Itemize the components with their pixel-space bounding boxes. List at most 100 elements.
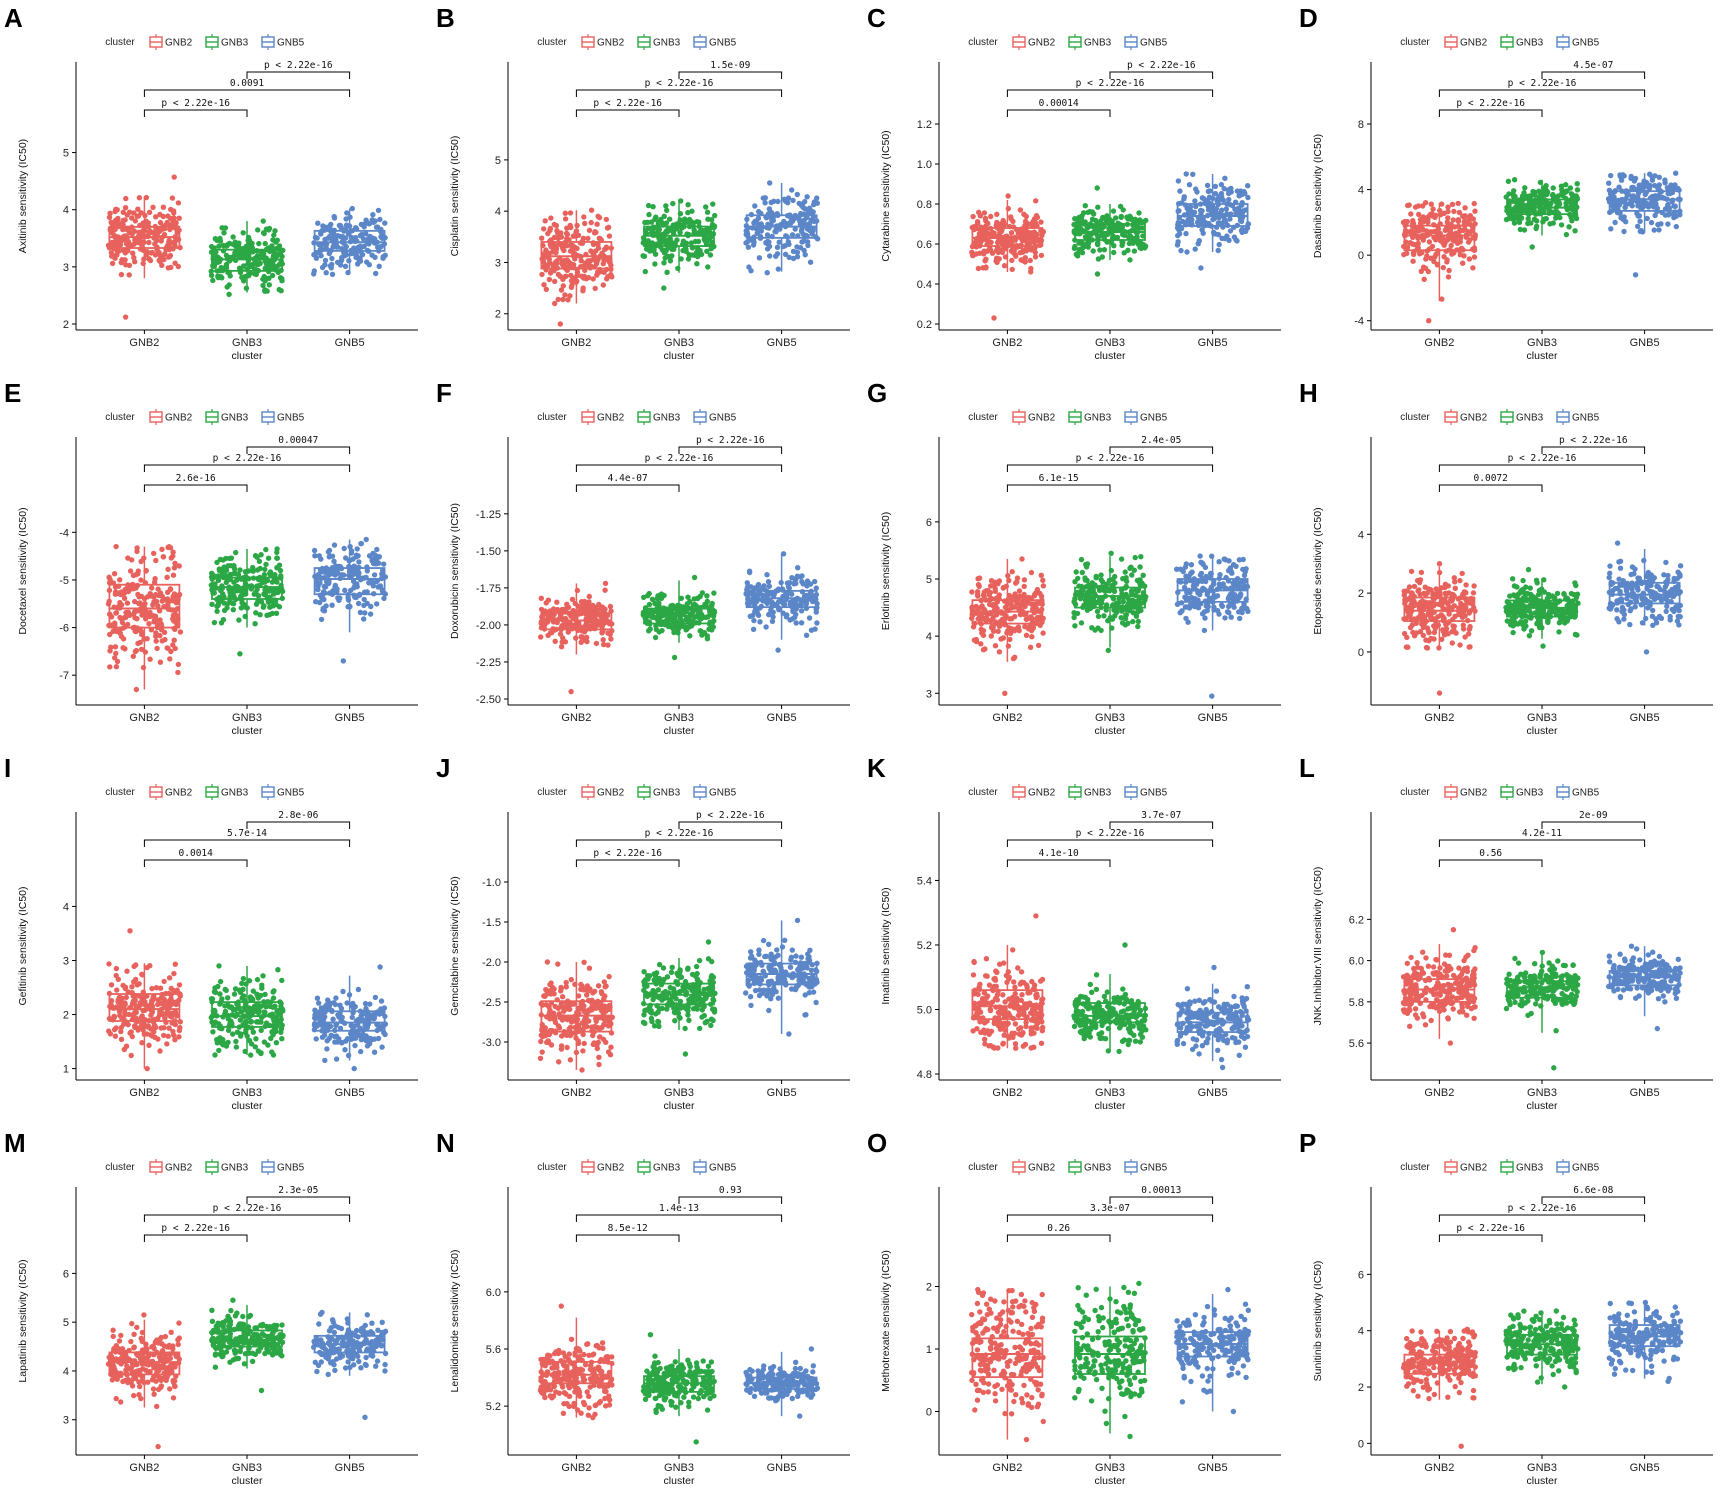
- data-point: [568, 282, 575, 289]
- data-point: [138, 577, 144, 583]
- data-point: [357, 233, 363, 239]
- data-point: [600, 269, 607, 275]
- data-point: [589, 602, 596, 609]
- data-point: [1201, 196, 1207, 202]
- comparison-bracket: 0.0091: [143, 78, 351, 97]
- data-point: [1457, 239, 1463, 245]
- x-axis-title: cluster: [663, 350, 694, 362]
- data-point: [124, 600, 131, 606]
- data-point: [702, 229, 709, 236]
- data-point: [573, 245, 580, 252]
- series-gnb5: [1174, 171, 1252, 271]
- data-point: [1105, 647, 1111, 654]
- data-point: [314, 579, 320, 585]
- data-point: [1564, 199, 1570, 205]
- data-point: [1126, 240, 1133, 247]
- data-point: [774, 251, 780, 257]
- data-point: [1100, 579, 1106, 585]
- data-point: [156, 257, 162, 264]
- legend-key-gnb2: GNB2: [1012, 409, 1056, 425]
- data-point: [807, 259, 813, 265]
- data-point: [540, 282, 547, 288]
- data-point: [813, 620, 820, 626]
- data-point: [566, 293, 573, 299]
- data-point: [1666, 190, 1673, 197]
- data-point: [120, 221, 126, 228]
- data-point: [603, 216, 609, 223]
- data-point: [318, 556, 324, 562]
- data-point: [1216, 581, 1222, 587]
- data-point: [1040, 583, 1047, 589]
- data-point: [266, 599, 272, 605]
- x-axis-title: cluster: [232, 725, 263, 737]
- data-point: [1571, 228, 1578, 234]
- series-gnb2: [1400, 200, 1478, 324]
- data-point: [1674, 185, 1681, 192]
- y-tick-label: 0.2: [917, 319, 932, 331]
- data-point: [256, 240, 262, 247]
- data-point: [1073, 251, 1079, 257]
- data-point: [1112, 573, 1118, 580]
- data-point: [274, 565, 280, 571]
- data-point: [1444, 204, 1451, 210]
- x-tick-label: GNB5: [335, 337, 365, 349]
- data-point: [164, 574, 170, 580]
- data-point: [1438, 296, 1444, 302]
- panel-letter: G: [867, 378, 887, 408]
- data-point: [270, 260, 276, 267]
- data-point: [1019, 600, 1026, 606]
- data-point: [1524, 220, 1530, 227]
- data-point: [320, 223, 326, 229]
- data-point: [147, 257, 154, 264]
- data-point: [132, 648, 139, 655]
- p-value-label: 4.5e-07: [1573, 60, 1613, 71]
- data-point: [117, 630, 124, 636]
- data-point: [975, 220, 981, 227]
- data-point: [588, 207, 594, 213]
- data-point: [1199, 578, 1205, 584]
- data-point: [164, 645, 170, 651]
- data-point: [361, 616, 367, 622]
- data-point: [709, 201, 715, 207]
- data-point: [551, 300, 557, 307]
- data-point: [765, 611, 771, 618]
- data-point: [1104, 602, 1110, 608]
- data-point: [1607, 172, 1613, 179]
- legend-key-gnb5: GNB5: [1124, 409, 1168, 425]
- comparison-bracket: p < 2.22e-16: [246, 60, 351, 79]
- bracket-line: [678, 71, 782, 79]
- panel-letter: D: [1299, 3, 1318, 33]
- data-point: [165, 265, 171, 271]
- data-point: [135, 568, 141, 574]
- data-point: [106, 574, 112, 580]
- data-point: [1563, 188, 1570, 194]
- data-point: [592, 285, 598, 292]
- data-point: [684, 594, 691, 600]
- data-point: [226, 291, 232, 297]
- data-point: [688, 208, 695, 214]
- data-point: [1415, 211, 1421, 218]
- data-point: [578, 639, 584, 645]
- legend-key-gnb5: GNB5: [261, 34, 305, 50]
- data-point: [1238, 591, 1244, 597]
- data-point: [127, 568, 134, 574]
- data-point: [1511, 177, 1517, 183]
- data-point: [1407, 211, 1413, 217]
- data-point: [1135, 623, 1141, 630]
- series-gnb3: [640, 574, 717, 661]
- data-point: [1032, 254, 1039, 260]
- data-point: [1137, 564, 1143, 570]
- data-point: [1125, 247, 1131, 253]
- data-point: [744, 583, 751, 590]
- bracket-line: [575, 109, 679, 117]
- data-point: [130, 653, 136, 659]
- data-point: [1007, 636, 1013, 643]
- data-point: [150, 204, 156, 210]
- data-point: [153, 638, 159, 644]
- data-point: [322, 257, 329, 264]
- data-point: [1611, 219, 1618, 226]
- data-point: [594, 241, 601, 248]
- x-tick-label: GNB2: [992, 337, 1022, 349]
